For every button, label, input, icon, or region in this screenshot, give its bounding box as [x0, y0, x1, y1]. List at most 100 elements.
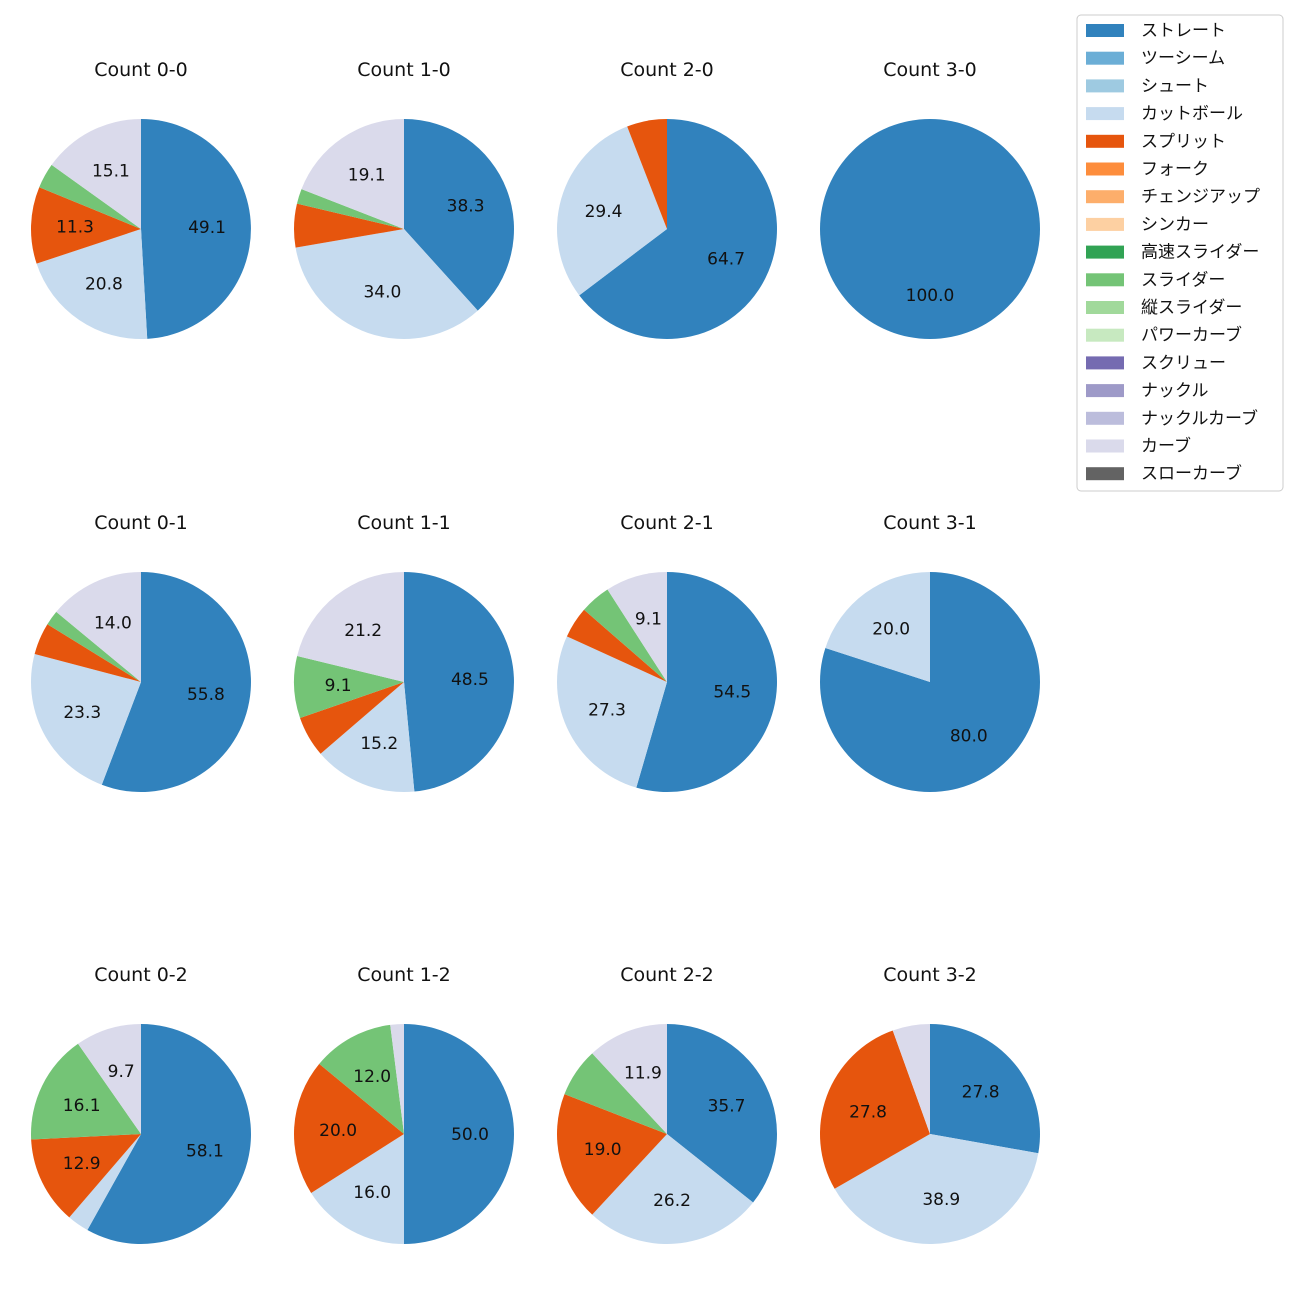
slice-value-label: 20.0	[319, 1121, 357, 1141]
pie-chart: Count 3-2 27.8 38.9 27.8	[819, 964, 1040, 1244]
pie-chart: Count 0-0 49.1 20.8 11.3 15.1	[30, 59, 251, 339]
pie-title: Count 3-0	[883, 59, 977, 81]
pie-slice	[297, 572, 404, 682]
pie-slice	[293, 655, 404, 718]
slice-value-label: 54.5	[713, 682, 751, 702]
legend-label: 高速スライダー	[1141, 243, 1259, 263]
slice-value-label: 29.4	[585, 202, 623, 222]
legend-swatch	[1086, 411, 1124, 425]
slice-value-label: 12.0	[353, 1067, 391, 1087]
pie-chart: Count 1-1 48.5 15.2 9.1 21.2	[293, 512, 514, 792]
slice-value-label: 49.1	[188, 218, 226, 238]
slice-value-label: 27.8	[849, 1102, 887, 1122]
slice-value-label: 64.7	[707, 249, 745, 269]
legend-swatch	[1086, 273, 1124, 287]
legend: ストレートツーシームシュートカットボールスプリットフォークチェンジアップシンカー…	[1076, 14, 1284, 492]
legend-label: カットボール	[1141, 104, 1243, 124]
legend-label: パワーカーブ	[1141, 325, 1242, 346]
legend-label: スライダー	[1141, 270, 1225, 290]
legend-label: スローカーブ	[1141, 463, 1242, 484]
pie-slice	[87, 1024, 251, 1244]
slice-value-label: 15.1	[92, 161, 130, 181]
slice-value-label: 55.8	[187, 685, 225, 705]
pie-slice	[834, 1134, 1039, 1244]
slice-value-label: 19.0	[584, 1140, 622, 1160]
slice-value-label: 26.2	[653, 1191, 691, 1211]
pie-slice	[556, 126, 667, 296]
pie-slice	[390, 1024, 404, 1134]
legend-swatch	[1086, 134, 1124, 148]
pie-slice	[47, 611, 141, 682]
pie-title: Count 1-2	[357, 964, 451, 986]
legend-swatch	[1086, 301, 1124, 314]
slice-value-label: 27.3	[588, 701, 626, 721]
slice-value-label: 48.5	[451, 670, 489, 690]
slice-value-label: 34.0	[363, 282, 401, 302]
legend-swatch	[1086, 107, 1124, 121]
legend-label: ナックルカーブ	[1141, 408, 1258, 429]
slice-value-label: 20.8	[85, 275, 123, 295]
pie-chart: Count 1-0 38.3 34.0 19.1	[294, 59, 515, 340]
legend-label: ツーシーム	[1141, 49, 1225, 69]
pie-slice	[301, 119, 404, 229]
legend-label: ナックル	[1141, 381, 1209, 401]
pie-title: Count 1-0	[357, 59, 451, 81]
pie-slice	[319, 1024, 404, 1134]
pie-title: Count 3-1	[883, 512, 977, 534]
slice-value-label: 19.1	[348, 166, 386, 186]
slice-value-label: 11.3	[56, 218, 94, 238]
pie-slice	[592, 1134, 754, 1244]
pie-slice	[592, 1024, 667, 1134]
legend-swatch	[1086, 328, 1124, 342]
slice-value-label: 35.7	[708, 1096, 746, 1116]
legend-swatch	[1086, 190, 1124, 204]
pie-chart: Count 2-1 54.5 27.3 9.1	[557, 512, 778, 793]
pie-slice	[294, 203, 404, 248]
legend-swatch	[1086, 217, 1124, 231]
pie-chart: Count 3-0 100.0	[820, 59, 1040, 339]
pie-slice	[69, 1134, 141, 1231]
pie-slice	[819, 1030, 930, 1189]
legend-swatch	[1086, 24, 1124, 37]
pie-chart: Count 0-1 55.8 23.3 14.0	[30, 512, 251, 792]
slice-value-label: 16.1	[63, 1096, 101, 1116]
legend-swatch	[1086, 79, 1124, 93]
pie-slice	[300, 682, 404, 754]
pie-slice	[295, 229, 478, 340]
pie-slice	[564, 1053, 667, 1134]
pie-slice	[311, 1134, 404, 1244]
pie-title: Count 0-2	[94, 964, 188, 986]
pie-title: Count 0-1	[94, 512, 188, 534]
pie-slice	[34, 624, 141, 682]
legend-frame	[1076, 14, 1284, 492]
pie-slice	[627, 119, 667, 229]
pie-slice	[607, 572, 667, 682]
pie-slice	[557, 636, 667, 788]
pie-chart: Count 1-2 50.0 16.0 20.0 12.0	[293, 964, 514, 1244]
legend-label: 縦スライダー	[1141, 298, 1242, 318]
pie-title: Count 2-0	[620, 59, 714, 81]
legend-label: ストレート	[1141, 21, 1226, 41]
pie-slice	[296, 189, 404, 229]
slice-value-label: 9.7	[108, 1062, 135, 1082]
legend-label: スクリュー	[1141, 353, 1226, 373]
legend-label: チェンジアップ	[1141, 187, 1260, 207]
pie-slice	[579, 119, 777, 339]
pie-slice	[31, 1134, 141, 1218]
legend-label: カーブ	[1141, 436, 1191, 457]
pie-slice	[667, 1024, 777, 1203]
legend-swatch	[1086, 162, 1124, 176]
slice-value-label: 11.9	[624, 1064, 662, 1084]
legend-label: シュート	[1141, 76, 1209, 96]
pie-slice	[819, 572, 1040, 792]
pie-slice	[36, 229, 148, 339]
slice-value-label: 20.0	[872, 620, 910, 640]
slice-value-label: 38.3	[447, 196, 485, 216]
slice-value-label: 50.0	[451, 1125, 489, 1145]
slice-value-label: 23.3	[63, 703, 101, 723]
slice-value-label: 27.8	[962, 1083, 1000, 1103]
pie-slice	[584, 589, 667, 682]
pie-slice	[30, 187, 142, 264]
slice-value-label: 58.1	[186, 1142, 224, 1162]
